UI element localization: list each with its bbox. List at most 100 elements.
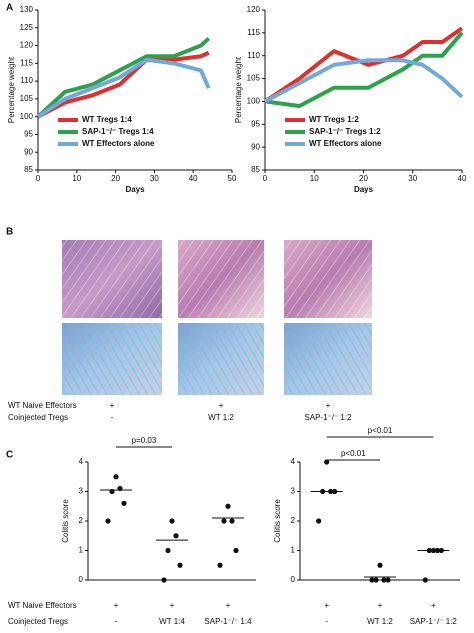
y-tick-label: 4: [291, 457, 296, 466]
x-tick-label: 0: [263, 174, 268, 183]
y-tick-label: 100: [20, 112, 34, 121]
y-tick-label: 120: [247, 5, 261, 14]
data-point: [422, 577, 428, 583]
y-tick-label: 105: [247, 74, 261, 83]
significance-label: p<0.01: [368, 426, 393, 435]
series-line: [264, 31, 464, 108]
y-tick-label: 1: [79, 546, 84, 555]
treatment-label: +: [219, 401, 224, 410]
y-tick-label: 95: [251, 119, 260, 128]
data-point: [113, 474, 119, 480]
data-point: [121, 500, 127, 506]
y-tick-label: 125: [20, 23, 34, 32]
image-texture: [178, 323, 264, 395]
y-tick-label: 115: [247, 28, 260, 37]
series-line: [36, 36, 211, 119]
data-point: [369, 577, 375, 583]
treatment-label: +: [378, 601, 383, 610]
row-label: Coinjected Tregs: [8, 617, 68, 626]
data-point: [177, 562, 183, 568]
legend-label: WT Effectors alone: [309, 139, 382, 148]
y-tick-label: 95: [24, 130, 33, 139]
row-label: WT Naive Effectors: [8, 601, 77, 610]
image-texture: [178, 240, 264, 318]
x-tick-label: 0: [36, 174, 41, 183]
image-texture: [62, 323, 162, 395]
image-texture: [284, 240, 372, 318]
y-tick-label: 130: [20, 5, 34, 14]
series-line: [36, 57, 211, 119]
y-tick-label: 110: [247, 51, 260, 60]
y-tick-label: 0: [291, 575, 296, 584]
legend-label: WT Effectors alone: [82, 139, 155, 148]
data-point: [377, 562, 383, 568]
y-tick-label: 90: [24, 147, 33, 156]
y-tick-label: 90: [251, 142, 260, 151]
y-tick-label: 110: [20, 76, 33, 85]
y-tick-label: 3: [291, 487, 296, 496]
data-point: [316, 518, 322, 524]
y-axis-label: Colitis score: [273, 499, 282, 543]
treatment-label: +: [326, 401, 331, 410]
significance-label: p<0.01: [341, 449, 366, 458]
x-tick-label: SAP-1⁻/⁻ 1:4: [204, 617, 252, 626]
y-tick-label: 115: [20, 58, 33, 67]
series-line: [264, 58, 464, 104]
treatment-label: +: [170, 601, 175, 610]
treatment-label: -: [111, 413, 114, 422]
y-tick-label: 85: [251, 165, 260, 174]
treatment-label: +: [226, 601, 231, 610]
image-texture: [62, 240, 162, 318]
treatment-label: SAP-1⁻/⁻ 1:2: [304, 413, 352, 422]
histology-images: [62, 240, 372, 395]
x-tick-label: 20: [111, 174, 120, 183]
y-tick-label: 4: [79, 457, 84, 466]
x-tick-label: -: [325, 617, 328, 626]
image-texture: [284, 323, 372, 395]
data-point: [229, 518, 235, 524]
treatment-label: +: [431, 601, 436, 610]
panel-label: C: [6, 450, 13, 461]
data-point: [373, 577, 379, 583]
treatment-label: +: [324, 601, 329, 610]
legend-label: SAP-1⁻/⁻ Tregs 1:2: [309, 127, 381, 136]
x-tick-label: 40: [458, 174, 467, 183]
significance-label: p=0.03: [132, 436, 157, 445]
y-axis-label: Percentage weight: [234, 56, 243, 123]
data-point: [381, 577, 387, 583]
y-tick-label: 1: [291, 546, 296, 555]
x-tick-label: WT 1:2: [367, 617, 393, 626]
legend-label: SAP-1⁻/⁻ Tregs 1:4: [82, 127, 154, 136]
data-point: [165, 547, 171, 554]
x-tick-label: 30: [150, 174, 159, 183]
row-label: Coinjected Tregs: [8, 413, 68, 422]
data-point: [161, 577, 167, 583]
y-tick-label: 3: [79, 487, 84, 496]
y-tick-label: 2: [291, 516, 296, 525]
y-tick-label: 2: [79, 516, 84, 525]
y-tick-label: 105: [20, 94, 34, 103]
series-line: [263, 26, 464, 104]
x-tick-label: -: [115, 617, 118, 626]
y-tick-label: 0: [79, 575, 84, 584]
x-tick-label: 10: [310, 174, 319, 183]
data-point: [173, 533, 179, 539]
data-point: [105, 518, 111, 524]
y-tick-label: 100: [247, 97, 261, 106]
y-tick-label: 85: [24, 165, 33, 174]
panel-label: A: [6, 3, 13, 14]
x-tick-label: 40: [189, 174, 198, 183]
data-point: [324, 459, 330, 465]
treatment-label: +: [114, 601, 119, 610]
x-axis-label: Days: [125, 185, 145, 194]
y-axis-label: Colitis score: [61, 499, 70, 543]
series-line: [37, 50, 210, 119]
x-tick-label: 10: [72, 174, 81, 183]
treatment-label: +: [110, 401, 115, 410]
y-axis-label: Percentage weight: [7, 56, 16, 123]
panel-label: B: [6, 227, 13, 238]
legend-label: WT Tregs 1:4: [82, 115, 132, 124]
legend-label: WT Tregs 1:2: [309, 115, 359, 124]
data-point: [221, 518, 227, 524]
